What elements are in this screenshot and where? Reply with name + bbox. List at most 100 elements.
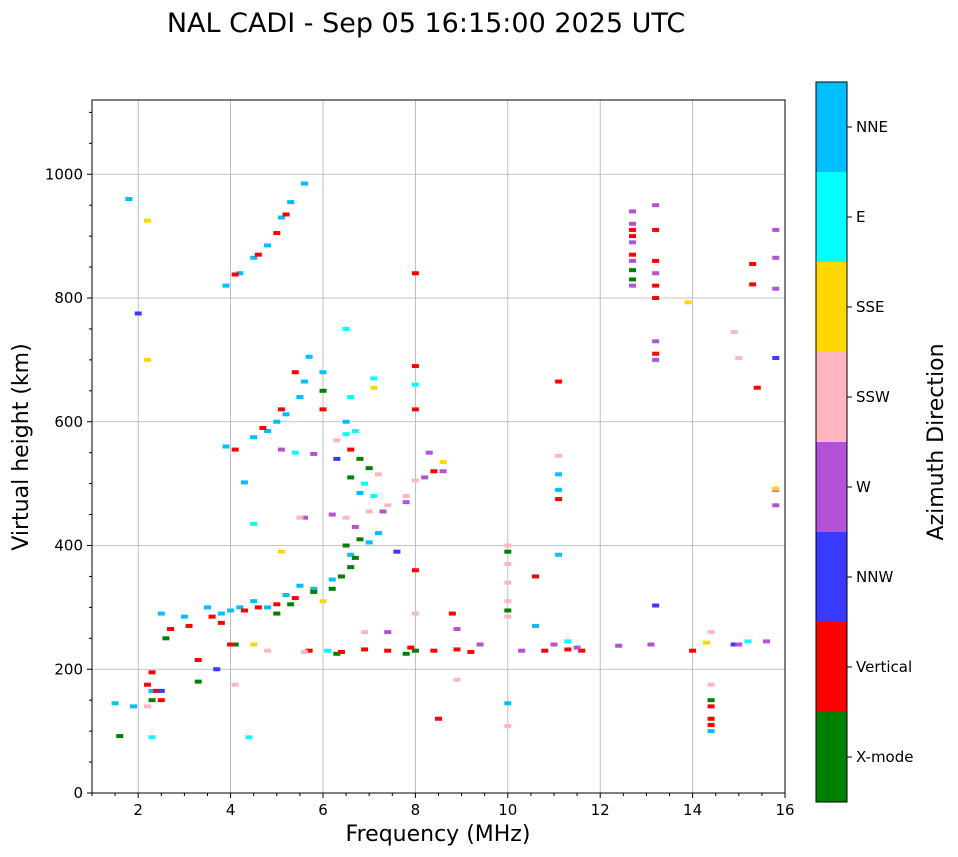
data-point-vertical: [148, 670, 156, 675]
data-point-vertical: [652, 351, 660, 356]
data-point-sse: [143, 218, 151, 223]
data-point-x-mode: [356, 456, 364, 461]
grid-lines: [92, 100, 786, 794]
data-point-vertical: [319, 407, 327, 412]
data-point-vertical: [430, 648, 438, 653]
data-point-x-mode: [504, 608, 512, 613]
data-point-nne: [374, 531, 382, 536]
data-point-w: [518, 648, 526, 653]
data-point-nne: [707, 729, 715, 734]
data-point-w: [476, 642, 484, 647]
data-point-ssw: [730, 330, 738, 335]
data-point-nne: [555, 487, 563, 492]
data-point-vertical: [411, 568, 419, 573]
data-point-x-mode: [351, 555, 359, 560]
data-point-w: [439, 469, 447, 474]
data-point-nne: [310, 586, 318, 591]
data-point-e: [324, 648, 332, 653]
colorbar-segment: [816, 442, 847, 532]
data-point-x-mode: [342, 543, 350, 548]
data-point-w: [772, 255, 780, 260]
data-point-nne: [148, 688, 156, 693]
data-point-nne: [319, 370, 327, 375]
data-point-ssw: [264, 648, 272, 653]
data-point-vertical: [291, 596, 299, 601]
data-point-w: [425, 450, 433, 455]
data-point-e: [342, 432, 350, 437]
data-point-w: [328, 512, 336, 517]
data-point-nne: [305, 354, 313, 359]
data-point-nne: [250, 599, 258, 604]
data-point-nne: [296, 395, 304, 399]
data-point-e: [564, 639, 572, 644]
data-point-ssw: [504, 562, 512, 567]
data-point-ssw: [504, 599, 512, 604]
data-point-vertical: [277, 407, 285, 412]
data-point-nne: [273, 419, 281, 424]
data-point-w: [772, 503, 780, 508]
colorbar-segment: [816, 532, 847, 622]
data-point-nnw: [134, 311, 142, 316]
data-point-ssw: [301, 649, 309, 654]
data-point-ssw: [296, 515, 304, 520]
data-point-w: [629, 283, 637, 288]
data-point-ssw: [361, 630, 369, 635]
data-point-e: [342, 326, 350, 331]
data-point-ssw: [735, 356, 743, 361]
data-point-nne: [125, 197, 133, 201]
data-point-vertical: [564, 647, 572, 652]
data-point-w: [629, 221, 637, 226]
data-point-w: [735, 642, 743, 647]
data-point-nne: [555, 472, 563, 477]
data-point-nne: [365, 540, 373, 545]
data-point-nne: [204, 605, 211, 610]
data-point-ssw: [374, 472, 382, 477]
data-point-e: [361, 481, 369, 486]
data-point-x-mode: [504, 549, 512, 554]
data-point-e: [411, 382, 419, 387]
data-point-nnw: [393, 549, 401, 554]
data-point-nne: [236, 271, 244, 276]
data-point-vertical: [453, 647, 461, 652]
colorbar-frame: [815, 81, 848, 803]
colorbar-segment: [816, 712, 847, 802]
data-point-w: [629, 258, 637, 263]
data-point-vertical: [652, 296, 660, 300]
data-point-w: [652, 357, 660, 362]
data-point-vertical: [555, 379, 563, 384]
data-point-w: [763, 639, 771, 644]
data-point-vertical: [411, 364, 419, 369]
data-point-w: [453, 627, 461, 632]
data-point-w: [384, 630, 392, 635]
data-point-w: [615, 643, 623, 648]
data-point-x-mode: [629, 277, 637, 282]
data-point-x-mode: [328, 586, 336, 591]
data-point-x-mode: [319, 388, 327, 393]
data-point-w: [301, 515, 309, 520]
data-point-nne: [301, 181, 309, 186]
data-point-vertical: [153, 688, 161, 693]
data-point-nne: [264, 605, 272, 610]
data-point-nne: [301, 379, 309, 384]
axis-ticks: 2 4 6 8 10 12 14 16 0 200 400 600 800 1000: [45, 111, 795, 819]
data-point-vertical: [448, 611, 456, 616]
data-point-nne: [282, 593, 290, 597]
data-point-vertical: [259, 425, 267, 430]
data-point-vertical: [652, 258, 660, 263]
y-tick-label: 400: [54, 537, 83, 555]
data-point-x-mode: [273, 611, 281, 616]
x-tick-label: 16: [775, 801, 794, 819]
data-point-ssw: [384, 503, 392, 508]
colorbar-title: Azimuth Direction: [924, 343, 949, 540]
data-point-sse: [250, 642, 258, 647]
colorbar-label: W: [856, 478, 871, 496]
data-point-x-mode: [347, 565, 355, 570]
data-point-vertical: [629, 227, 637, 232]
chart-title: NAL CADI - Sep 05 16:15:00 2025 UTC: [167, 8, 685, 39]
data-point-nne: [240, 480, 248, 485]
data-point-nne: [250, 255, 258, 260]
data-point-w: [652, 203, 660, 208]
data-point-w: [421, 475, 429, 480]
data-point-nne: [222, 444, 230, 449]
y-tick-label: 200: [54, 660, 83, 678]
